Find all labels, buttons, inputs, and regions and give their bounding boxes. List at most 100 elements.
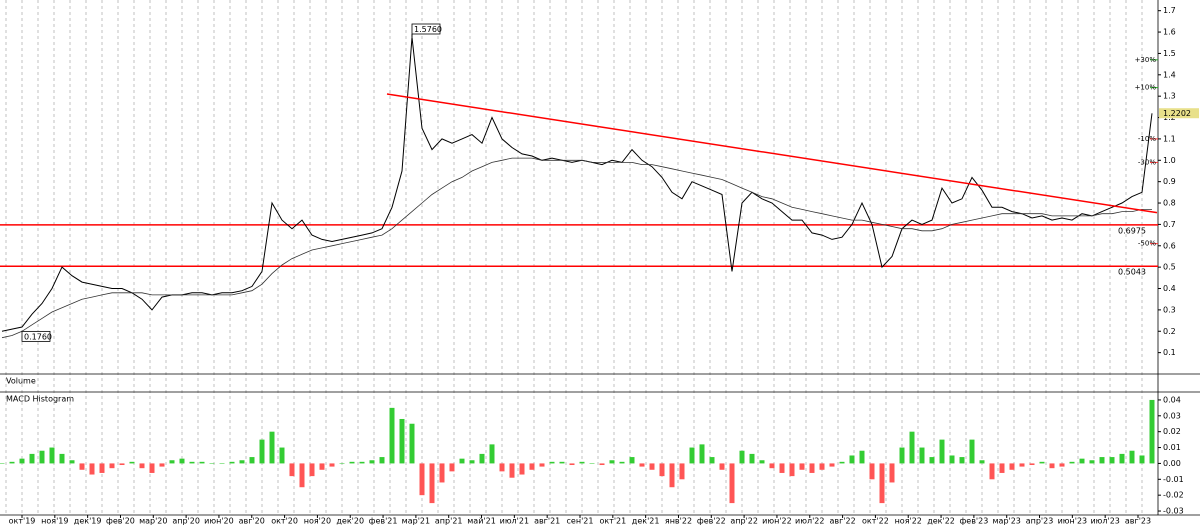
macd-bar [9,461,15,464]
macd-bar [789,463,795,477]
macd-bar [399,418,405,464]
y-tick-label: 0.8 [1163,199,1176,208]
macd-bar [549,461,555,464]
macd-bar [119,463,125,466]
macd-bar [129,461,135,464]
macd-bar [589,463,595,464]
macd-bar [889,463,895,483]
macd-bar [189,461,195,464]
x-tick-label: янв'22 [665,517,692,526]
x-tick-label: авг'22 [829,517,855,526]
macd-bar [1109,457,1115,464]
y-tick-label: 1.1 [1163,134,1176,143]
x-tick-label: июн'22 [762,517,792,526]
macd-bar [999,463,1005,473]
last-box [1159,108,1199,119]
x-tick-label: сен'21 [567,517,594,526]
y-tick-label: 1.0 [1163,156,1176,165]
y-tick-label: 0.7 [1163,220,1176,229]
macd-bar [89,463,95,475]
macd-bar [489,444,495,464]
macd-bar [529,463,535,470]
macd-bar [839,461,845,464]
y-tick-label: 1.6 [1163,28,1176,37]
macd-bar [269,431,275,464]
macd-bar [689,447,695,464]
y-tick-label: 1.3 [1163,92,1176,101]
macd-bar [79,463,85,470]
y-tick-label: 0.1 [1163,348,1176,357]
x-tick-label: дек'22 [927,517,955,526]
macd-tick-label: -0.03 [1163,507,1184,516]
high-label: 1.5760 [414,25,442,34]
x-tick-label: ноя'20 [304,517,331,526]
macd-bar [409,423,415,464]
macd-bar [219,463,225,464]
macd-bar [249,457,255,464]
macd-bar [1139,455,1145,464]
macd-bar [1069,461,1075,464]
y-tick-label: 0.6 [1163,241,1176,250]
x-tick-label: окт'21 [599,517,626,526]
x-tick-label: мар'20 [139,517,167,526]
volume-title: Volume [6,377,36,386]
macd-bar [499,463,505,472]
macd-bar [1129,450,1135,464]
macd-bar [829,463,835,467]
macd-bar [1089,460,1095,464]
macd-bar [709,457,715,464]
x-tick-label: дек'21 [632,517,660,526]
macd-bar [449,463,455,472]
macd-bar [259,439,265,464]
macd-bar [339,463,345,464]
macd-bar [439,463,445,483]
macd-bar [1079,458,1085,464]
macd-bar [0,463,5,464]
macd-bar [469,460,475,464]
macd-bar [1019,463,1025,467]
macd-bar [209,463,215,464]
macd-bar [869,463,875,480]
macd-bar [39,450,45,464]
y-tick-label: 0.2 [1163,327,1176,336]
x-tick-label: июл'23 [1090,517,1119,526]
x-tick-label: апр'21 [435,517,463,526]
x-tick-label: фев'20 [106,517,135,526]
macd-bar [659,463,665,477]
macd-bar [1009,463,1015,470]
high-box [411,23,441,35]
macd-bar [919,447,925,464]
macd-tick-label: 0.03 [1163,411,1181,420]
macd-bar [359,461,365,464]
macd-bar [769,463,775,469]
x-tick-label: фев'23 [959,517,988,526]
macd-bar [419,463,425,496]
macd-bar [519,463,525,475]
macd-bar [649,463,655,470]
macd-bar [569,463,575,466]
last-label: 1.2202 [1163,109,1191,118]
macd-bar [509,463,515,478]
macd-bar [149,463,155,473]
macd-bar [859,450,865,464]
macd-bar [1149,399,1155,464]
x-tick-label: май'21 [467,517,496,526]
macd-tick-label: 0.04 [1163,395,1181,404]
y-tick-label: 0.5 [1163,263,1176,272]
macd-bar [929,457,935,464]
macd-bar [629,457,635,464]
macd-bar [29,453,35,464]
macd-bar [739,450,745,464]
low-box [21,330,51,342]
macd-bar [19,458,25,464]
x-tick-label: апр'20 [172,517,200,526]
macd-bar [719,463,725,470]
macd-bar [69,460,75,464]
macd-bar [159,463,165,467]
percent-label: -10% [1138,135,1156,143]
macd-bar [279,447,285,464]
macd-bar [759,460,765,464]
x-tick-label: авг'21 [534,517,560,526]
percent-label: -30% [1138,158,1156,166]
